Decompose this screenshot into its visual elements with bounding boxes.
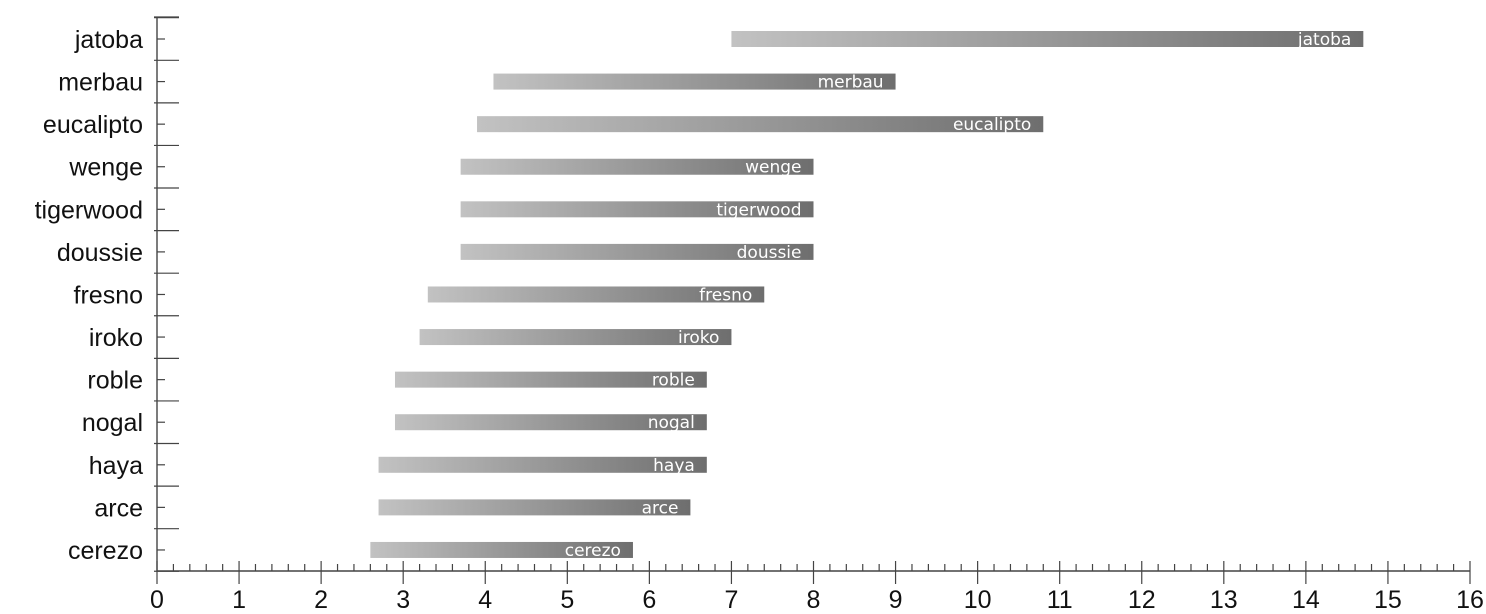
bar-label: roble	[652, 371, 695, 391]
x-tick-label: 6	[642, 586, 656, 614]
bar-fresno	[427, 286, 765, 303]
bar-label: wenge	[745, 158, 801, 178]
bar-label: cerezo	[565, 541, 621, 561]
bar-label: merbau	[818, 73, 884, 93]
bar-iroko	[419, 329, 732, 346]
x-tick-label: 13	[1210, 586, 1238, 614]
category-label: jatoba	[74, 26, 143, 54]
x-tick-label: 7	[724, 586, 738, 614]
category-label: eucalipto	[43, 111, 143, 139]
category-label: merbau	[58, 69, 143, 97]
category-label: iroko	[89, 324, 143, 352]
bar-label: iroko	[678, 328, 719, 348]
category-label: doussie	[57, 239, 143, 267]
bar-cerezo	[370, 541, 633, 558]
x-tick-label: 3	[396, 586, 410, 614]
bar-label: fresno	[699, 285, 752, 305]
x-tick-label: 4	[478, 586, 492, 614]
bar-label: jatoba	[1297, 30, 1351, 50]
bar-wenge	[460, 158, 814, 175]
category-label: wenge	[68, 154, 143, 182]
x-tick-label: 10	[964, 586, 992, 614]
category-label: haya	[89, 452, 143, 480]
bar-haya	[378, 456, 707, 473]
x-tick-label: 2	[314, 586, 328, 614]
bar-label: doussie	[737, 243, 802, 263]
x-tick-label: 11	[1047, 586, 1073, 614]
category-label: roble	[87, 367, 143, 395]
bar-jatoba	[731, 31, 1364, 47]
x-tick-label: 16	[1456, 586, 1484, 614]
bar-label: haya	[653, 456, 695, 476]
category-label: nogal	[82, 409, 143, 437]
x-tick-label: 1	[232, 586, 246, 614]
bar-merbau	[493, 73, 896, 90]
bar-label: eucalipto	[953, 115, 1031, 135]
category-label: cerezo	[68, 537, 143, 565]
y-axis: jatoba merbau eucalipto wenge tigerwood douss…	[35, 16, 179, 572]
x-tick-label: 0	[150, 586, 164, 614]
x-tick-label: 5	[560, 586, 574, 614]
x-tick-label: 8	[807, 586, 821, 614]
x-tick-label: 12	[1128, 586, 1156, 614]
bar-doussie	[460, 243, 814, 260]
bars: jatoba merbau eucalipto wenge tigerwood douss…	[370, 30, 1364, 561]
x-tick-label: 14	[1292, 586, 1320, 614]
bar-label: arce	[642, 498, 679, 518]
x-axis: 0 1 2 3 4 5 6 7 8 9 10 11 12 13 14 15 16	[150, 561, 1484, 614]
bar-label: nogal	[648, 413, 695, 433]
bar-roble	[394, 371, 707, 388]
bar-arce	[378, 499, 691, 516]
category-label: arce	[94, 494, 143, 522]
bar-nogal	[394, 414, 707, 431]
x-tick-label: 9	[889, 586, 903, 614]
bar-eucalipto	[477, 116, 1044, 133]
category-label: fresno	[74, 281, 143, 309]
bar-tigerwood	[460, 201, 814, 218]
x-tick-label: 15	[1374, 586, 1402, 614]
bar-label: tigerwood	[716, 200, 801, 220]
category-label: tigerwood	[35, 196, 143, 224]
